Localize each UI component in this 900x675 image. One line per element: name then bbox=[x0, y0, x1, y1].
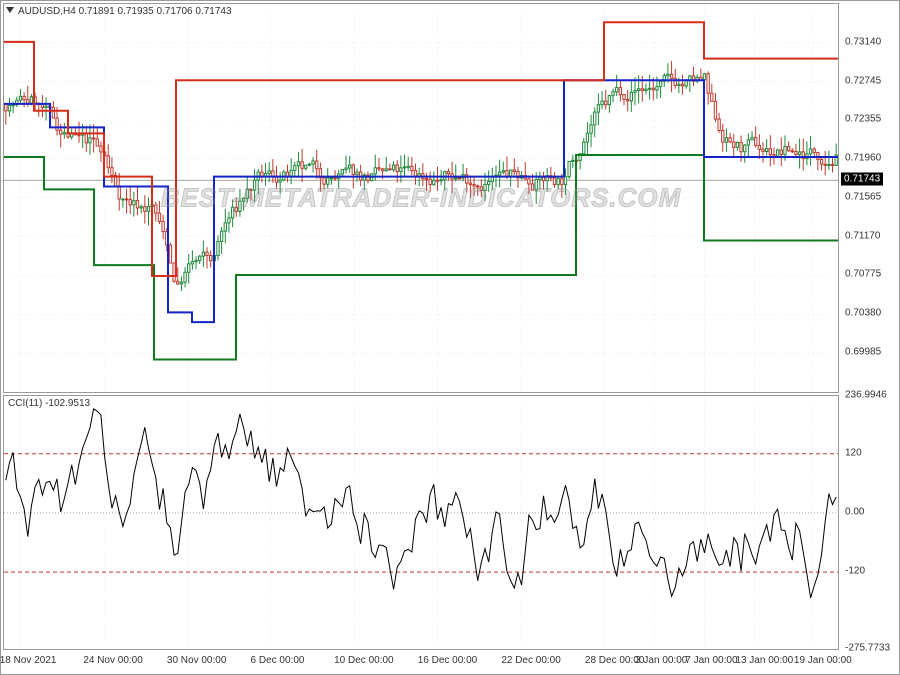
time-tick: 19 Jan 00:00 bbox=[794, 655, 852, 666]
chart-container: AUDUSD,H4 0.71891 0.71935 0.71706 0.7174… bbox=[0, 0, 900, 675]
price-tick: 0.71565 bbox=[845, 191, 881, 202]
indicator-tick: -275.7733 bbox=[845, 643, 890, 654]
indicator-y-axis: 236.99461200.00-120-275.7733 bbox=[841, 395, 897, 650]
indicator-tick: -120 bbox=[845, 566, 865, 577]
indicator-tick: 120 bbox=[845, 447, 862, 458]
time-tick: 10 Dec 00:00 bbox=[334, 655, 394, 666]
time-tick: 30 Nov 00:00 bbox=[167, 655, 227, 666]
indicator-period: 11 bbox=[29, 398, 39, 409]
time-x-axis: 18 Nov 2021 24 Nov 00:00 30 Nov 00:00 6 Dec… bbox=[3, 653, 839, 673]
time-tick: 24 Nov 00:00 bbox=[83, 655, 143, 666]
indicator-chart-svg[interactable] bbox=[4, 396, 838, 649]
time-tick: 22 Dec 00:00 bbox=[501, 655, 561, 666]
ohlc-close: 0.71743 bbox=[195, 6, 231, 17]
ohlc-high: 0.71935 bbox=[118, 6, 154, 17]
ohlc-low: 0.71706 bbox=[156, 6, 192, 17]
price-y-axis: 0.73140 0.72745 0.72355 0.71960 0.71565 0.711… bbox=[841, 3, 897, 393]
price-tick: 0.70775 bbox=[845, 269, 881, 280]
indicator-tick: 236.9946 bbox=[845, 390, 887, 401]
time-tick: 3 Jan 00:00 bbox=[635, 655, 687, 666]
price-tick: 0.72355 bbox=[845, 114, 881, 125]
indicator-title: CCI(11) -102.9513 bbox=[8, 398, 90, 409]
time-tick: 18 Nov 2021 bbox=[0, 655, 56, 666]
time-tick: 13 Jan 00:00 bbox=[735, 655, 793, 666]
price-panel[interactable]: AUDUSD,H4 0.71891 0.71935 0.71706 0.7174… bbox=[3, 3, 839, 393]
symbol-name: AUDUSD,H4 bbox=[18, 6, 76, 17]
indicator-tick: 0.00 bbox=[845, 506, 864, 517]
time-tick: 16 Dec 00:00 bbox=[418, 655, 478, 666]
current-price-tag: 0.71743 bbox=[841, 173, 883, 186]
price-tick: 0.71170 bbox=[845, 230, 880, 241]
indicator-name: CCI bbox=[8, 398, 25, 409]
price-tick: 0.71960 bbox=[845, 152, 881, 163]
time-tick: 7 Jan 00:00 bbox=[685, 655, 737, 666]
dropdown-icon[interactable] bbox=[6, 7, 14, 13]
price-tick: 0.69985 bbox=[845, 347, 881, 358]
symbol-title-area: AUDUSD,H4 0.71891 0.71935 0.71706 0.7174… bbox=[18, 6, 232, 17]
ohlc-open: 0.71891 bbox=[79, 6, 115, 17]
time-tick: 6 Dec 00:00 bbox=[251, 655, 305, 666]
price-tick: 0.72745 bbox=[845, 75, 881, 86]
indicator-value: -102.9513 bbox=[45, 398, 90, 409]
price-chart-svg[interactable] bbox=[4, 4, 838, 392]
price-tick: 0.73140 bbox=[845, 36, 881, 47]
price-tick: 0.70380 bbox=[845, 308, 881, 319]
indicator-panel[interactable]: CCI(11) -102.9513 bbox=[3, 395, 839, 650]
